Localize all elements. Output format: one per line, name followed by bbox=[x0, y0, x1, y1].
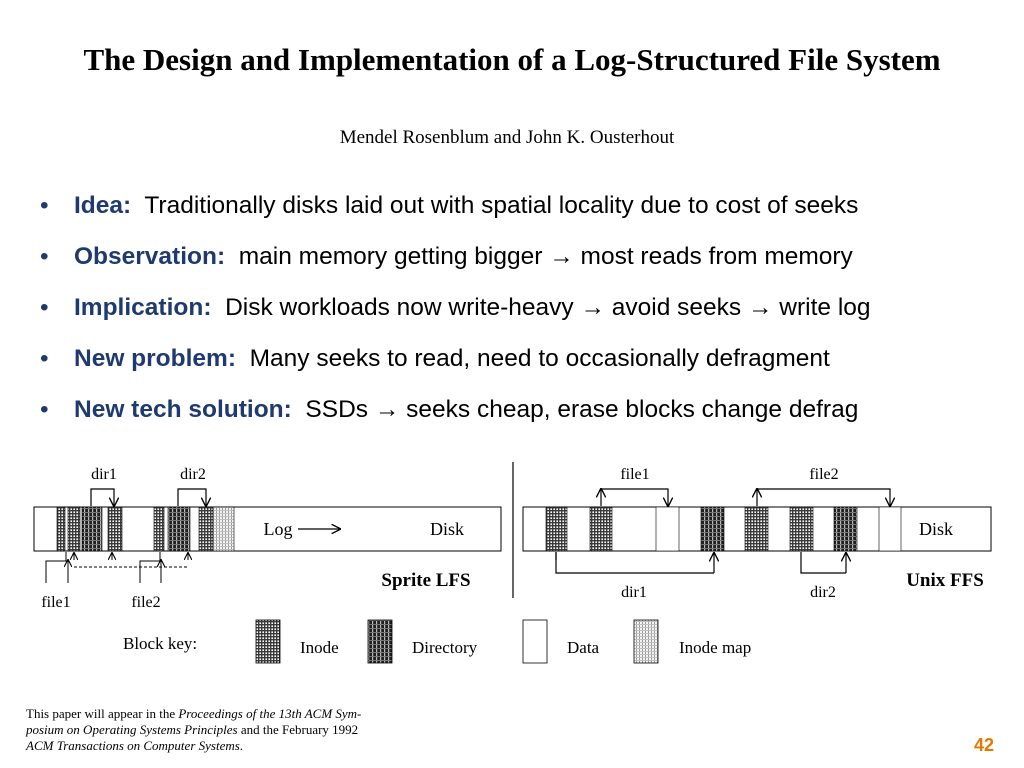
lfs-top-arrows bbox=[90, 488, 206, 506]
citation-text: . bbox=[239, 738, 244, 753]
lfs-directory-block bbox=[167, 506, 191, 552]
lfs-log-label: Log bbox=[264, 519, 293, 539]
bullet-label: New tech solution: bbox=[74, 396, 292, 423]
citation-journal: ACM Transactions on Computer Systems bbox=[26, 738, 240, 753]
citation-venue: Proceedings of the 13th ACM Sym- bbox=[178, 706, 362, 721]
lfs-dir1-label: dir1 bbox=[91, 466, 117, 483]
bullet-item: • New problem: Many seeks to read, need t… bbox=[40, 339, 1020, 390]
paper-authors: Mendel Rosenblum and John K. Ousterhout bbox=[339, 127, 675, 148]
lfs-inode-block bbox=[67, 506, 81, 552]
bullet-text: SSDs → seeks cheap, erase blocks change … bbox=[305, 396, 859, 423]
ffs-dir1-label: dir1 bbox=[621, 584, 647, 601]
lfs-bottom-arrows bbox=[45, 552, 188, 583]
ffs-top-arrows bbox=[601, 489, 890, 506]
ffs-inode-block bbox=[744, 506, 769, 552]
lfs-inode-block bbox=[153, 506, 165, 552]
lfs-inode-map-block bbox=[212, 506, 235, 552]
ffs-diagram: file1 file2 Disk dir1 dir2 Unix FFS bbox=[522, 466, 992, 601]
bullet-text: Many seeks to read, need to occasionally… bbox=[249, 345, 830, 372]
lfs-inode-block bbox=[107, 506, 123, 552]
bullet-item: • New tech solution: SSDs → seeks cheap, … bbox=[40, 390, 1020, 441]
bullet-label: Observation: bbox=[74, 243, 226, 270]
key-inode-swatch bbox=[255, 619, 281, 664]
bullet-list: • Idea: Traditionally disks laid out with… bbox=[40, 186, 1020, 441]
lfs-file2-label: file2 bbox=[131, 594, 160, 611]
ffs-directory-block bbox=[833, 506, 858, 552]
paper-title: The Design and Implementation of a Log-S… bbox=[83, 42, 941, 77]
key-data-label: Data bbox=[567, 638, 600, 657]
lfs-vs-ffs-figure: dir1 dir2 Log Disk bbox=[33, 462, 992, 664]
ffs-dir2-label: dir2 bbox=[810, 584, 836, 601]
ffs-inode-block bbox=[589, 506, 613, 552]
bullet-dot-icon: • bbox=[40, 243, 49, 270]
bullet-item: • Implication: Disk workloads now write-h… bbox=[40, 288, 1020, 339]
citation-venue: posium on Operating Systems Principles bbox=[26, 722, 238, 737]
bullet-text: Traditionally disks laid out with spatia… bbox=[144, 192, 859, 219]
citation-text: This paper will appear in the bbox=[26, 706, 179, 721]
block-key: Block key: Inode Directory Data Inode ma… bbox=[123, 619, 751, 664]
ffs-disk-label: Disk bbox=[919, 519, 953, 539]
ffs-file1-label: file1 bbox=[620, 466, 649, 483]
key-inode-map-swatch bbox=[633, 619, 659, 664]
key-inode-label: Inode bbox=[300, 638, 339, 657]
key-inode-map-label: Inode map bbox=[679, 638, 751, 657]
ffs-bottom-arrows bbox=[555, 552, 846, 574]
bullet-dot-icon: • bbox=[40, 396, 49, 423]
key-directory-swatch bbox=[367, 619, 393, 664]
ffs-inode-block bbox=[789, 506, 814, 552]
lfs-disk-label: Disk bbox=[430, 519, 464, 539]
bullet-item: • Observation: main memory getting bigger… bbox=[40, 237, 1020, 288]
bullet-label: New problem: bbox=[74, 345, 236, 372]
ffs-inode-block bbox=[545, 506, 568, 552]
lfs-diagram: dir1 dir2 Log Disk bbox=[33, 466, 502, 611]
key-directory-label: Directory bbox=[412, 638, 478, 657]
lfs-inode-block bbox=[198, 506, 214, 552]
ffs-data-block bbox=[655, 506, 680, 552]
bullet-text: main memory getting bigger → most reads … bbox=[238, 243, 853, 270]
key-data-swatch bbox=[522, 619, 548, 664]
bullet-label: Idea: bbox=[74, 192, 132, 219]
ffs-directory-block bbox=[700, 506, 725, 552]
bullet-item: • Idea: Traditionally disks laid out with… bbox=[40, 186, 1020, 237]
citation-text: and the February 1992 bbox=[237, 722, 359, 737]
ffs-system-name: Unix FFS bbox=[906, 570, 984, 591]
block-key-title: Block key: bbox=[123, 634, 197, 653]
publication-note: This paper will appear in the Proceeding… bbox=[26, 706, 426, 754]
bullet-dot-icon: • bbox=[40, 294, 49, 321]
bullet-label: Implication: bbox=[74, 294, 212, 321]
lfs-directory-block bbox=[81, 506, 103, 552]
lfs-system-name: Sprite LFS bbox=[381, 570, 470, 591]
ffs-file2-label: file2 bbox=[809, 466, 838, 483]
ffs-data-block bbox=[878, 506, 902, 552]
bullet-dot-icon: • bbox=[40, 192, 49, 219]
bullet-dot-icon: • bbox=[40, 345, 49, 372]
bullet-text: Disk workloads now write-heavy → avoid s… bbox=[225, 294, 871, 321]
lfs-inode-block bbox=[56, 506, 66, 552]
slide-number: 42 bbox=[973, 735, 994, 755]
lfs-dir2-label: dir2 bbox=[180, 466, 206, 483]
lfs-file1-label: file1 bbox=[41, 594, 70, 611]
